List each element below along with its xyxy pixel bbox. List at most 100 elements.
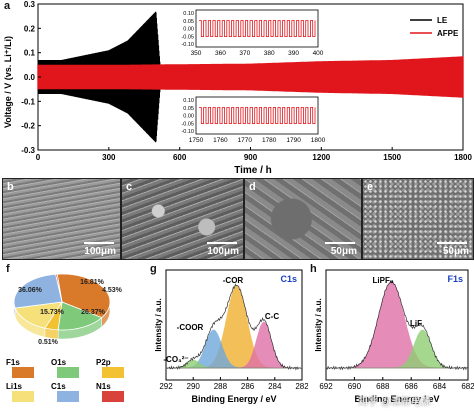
x-tick-label: 692 xyxy=(319,382,333,391)
panel-g-letter: g xyxy=(150,263,157,275)
pie-data-label: 36.06% xyxy=(18,287,43,294)
peak-label: LiF xyxy=(410,319,422,328)
spectrum-tag: F1s xyxy=(447,274,463,284)
y-axis-label: Voltage / V (vs. Li⁺/Li) xyxy=(3,36,13,128)
pie-slice-f1s xyxy=(56,273,111,319)
y-tick-label: 0.2 xyxy=(24,24,36,33)
inset-x-tick-label: 390 xyxy=(288,50,299,57)
x-tick-label: 688 xyxy=(376,382,390,391)
legend-label-li1s: Li1s xyxy=(6,382,23,391)
x-tick-label: 284 xyxy=(268,382,282,391)
inset-x-tick-label: 370 xyxy=(239,50,250,57)
y-tick-label: -0.1 xyxy=(21,97,35,106)
x-tick-label: 600 xyxy=(173,153,187,162)
x-tick-label: 288 xyxy=(214,382,228,391)
legend-label-o1s: O1s xyxy=(51,358,67,367)
scale-bar-label: 100μm xyxy=(207,246,239,257)
inset-x-tick-label: 1770 xyxy=(238,137,253,144)
pie-slice-n1s xyxy=(55,273,63,303)
x-tick-label: 286 xyxy=(241,382,255,391)
inset-y-tick-label: 0.10 xyxy=(183,11,194,17)
y-tick-label: -0.3 xyxy=(21,146,35,155)
panel-h-letter: h xyxy=(310,263,317,275)
sem-panel-c: c 100μm xyxy=(121,178,244,260)
panel-a-letter: a xyxy=(4,0,11,12)
inset-y-tick-label: 0.10 xyxy=(183,98,194,104)
x-tick-label: 282 xyxy=(295,382,308,391)
raw-spectrum xyxy=(165,283,302,371)
scale-bar xyxy=(437,242,467,244)
inset-x-tick-label: 400 xyxy=(313,50,324,57)
inset-y-tick-label: -0.05 xyxy=(181,121,194,127)
legend-label-n1s: N1s xyxy=(96,382,111,391)
inset-x-tick-label: 350 xyxy=(191,50,202,57)
x-axis-label: Binding Energy / eV xyxy=(191,394,276,404)
peak-label: C-C xyxy=(265,312,279,321)
inset-bottom: 1750 1760 1770 1780 1790 1800 0.10 0.05 0.00-0.0… xyxy=(181,96,326,144)
y-tick-label: 0.3 xyxy=(24,0,36,9)
x-tick-label: 292 xyxy=(159,382,173,391)
pie-slice-o1s xyxy=(57,301,103,331)
x-tick-label: 684 xyxy=(433,382,447,391)
legend-label-le: LE xyxy=(437,16,448,25)
x-tick-label: 682 xyxy=(461,382,474,391)
inset-y-tick-label: 0.00 xyxy=(183,27,194,33)
y-tick-label: 0.0 xyxy=(24,73,36,82)
x-tick-label: 690 xyxy=(348,382,362,391)
y-tick-label: -0.2 xyxy=(21,122,35,131)
inset-trace xyxy=(199,19,316,38)
sem-panel-letter: c xyxy=(126,181,133,193)
sem-panel-letter: b xyxy=(7,181,14,193)
peak-label: -CO₃²⁻ xyxy=(163,355,188,364)
legend-swatch-n1s xyxy=(102,391,124,402)
inset-x-tick-label: 1790 xyxy=(286,137,301,144)
peak-label: LiPF₆ xyxy=(373,276,394,285)
y-tick-label: 0.1 xyxy=(24,49,36,58)
legend-label-p2p: P2p xyxy=(96,358,111,367)
panel-f-letter: f xyxy=(6,263,10,275)
legend-swatch-f1s xyxy=(12,367,34,378)
x-axis-label: Time / h xyxy=(234,165,272,176)
inset-x-tick-label: 1750 xyxy=(189,137,204,144)
scale-bar xyxy=(207,242,237,244)
inset-y-tick-label: 0.05 xyxy=(183,106,194,112)
scale-bar xyxy=(84,242,114,244)
watermark: 知乎 @清新电源 xyxy=(358,397,431,408)
x-tick-label: 300 xyxy=(102,153,116,162)
spectrum-tag: C1s xyxy=(280,274,297,284)
sem-panel-e: e 50μm xyxy=(362,178,474,260)
scale-bar xyxy=(325,242,355,244)
legend-swatch-o1s xyxy=(57,367,79,378)
legend-label-f1s: F1s xyxy=(6,358,20,367)
x-tick-label: 686 xyxy=(405,382,419,391)
inset-y-tick-label: 0.05 xyxy=(183,19,194,25)
pie-data-label: 15.73% xyxy=(40,309,65,316)
pie-data-label: 0.51% xyxy=(38,339,59,346)
x-tick-label: 0 xyxy=(36,153,41,162)
inset-trace xyxy=(199,106,316,125)
scale-bar-label: 50μm xyxy=(442,246,469,257)
inset-x-tick-label: 380 xyxy=(264,50,275,57)
sem-panel-letter: e xyxy=(367,181,374,193)
c1s-xps-chart: 292 290 288 286 284 282 Binding Energy / eV Int… xyxy=(154,269,308,404)
inset-y-tick-label: -0.10 xyxy=(181,129,194,135)
sem-panel-letter: d xyxy=(249,181,256,193)
inset-top: 350 360 370 380 390 400 0.10 0.05 0.00-0.05 -0.10 xyxy=(181,9,324,57)
sem-panel-d: d 50μm xyxy=(244,178,362,260)
f1s-xps-chart: 692 690 688 686 684 682 Binding Energy / eV Int… xyxy=(314,269,474,404)
x-tick-label: 290 xyxy=(187,382,201,391)
x-tick-label: 1200 xyxy=(312,153,330,162)
x-axis-label: Binding Energy / eV xyxy=(354,394,439,404)
x-tick-label: 900 xyxy=(244,153,258,162)
inset-y-tick-label: -0.10 xyxy=(181,42,194,48)
legend-swatch-li1s xyxy=(12,391,34,402)
inset-x-tick-label: 360 xyxy=(215,50,226,57)
pie-slice-li1s xyxy=(14,301,63,329)
inset-x-tick-label: 1800 xyxy=(311,137,326,144)
inset-y-tick-label: 0.00 xyxy=(183,114,194,120)
scale-bar-label: 100μm xyxy=(84,246,116,257)
scale-bar-label: 50μm xyxy=(330,246,357,257)
sem-panel-b: b 100μm xyxy=(2,178,121,260)
y-axis-label: Intensity / a.u. xyxy=(154,298,163,351)
x-tick-label: 1800 xyxy=(454,153,472,162)
